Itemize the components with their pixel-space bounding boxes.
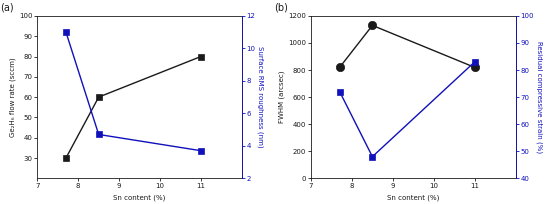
X-axis label: Sn content (%): Sn content (%) <box>113 195 166 201</box>
Text: (b): (b) <box>274 3 288 13</box>
Y-axis label: FWHM (arcsec): FWHM (arcsec) <box>279 71 286 123</box>
Y-axis label: Ge₂H₆ flow rate (sccm): Ge₂H₆ flow rate (sccm) <box>10 57 16 137</box>
Y-axis label: Residual compressive strain (%): Residual compressive strain (%) <box>536 41 542 153</box>
Text: (a): (a) <box>1 3 14 13</box>
Y-axis label: Surface RMS roughness (nm): Surface RMS roughness (nm) <box>257 46 264 148</box>
X-axis label: Sn content (%): Sn content (%) <box>387 195 439 201</box>
